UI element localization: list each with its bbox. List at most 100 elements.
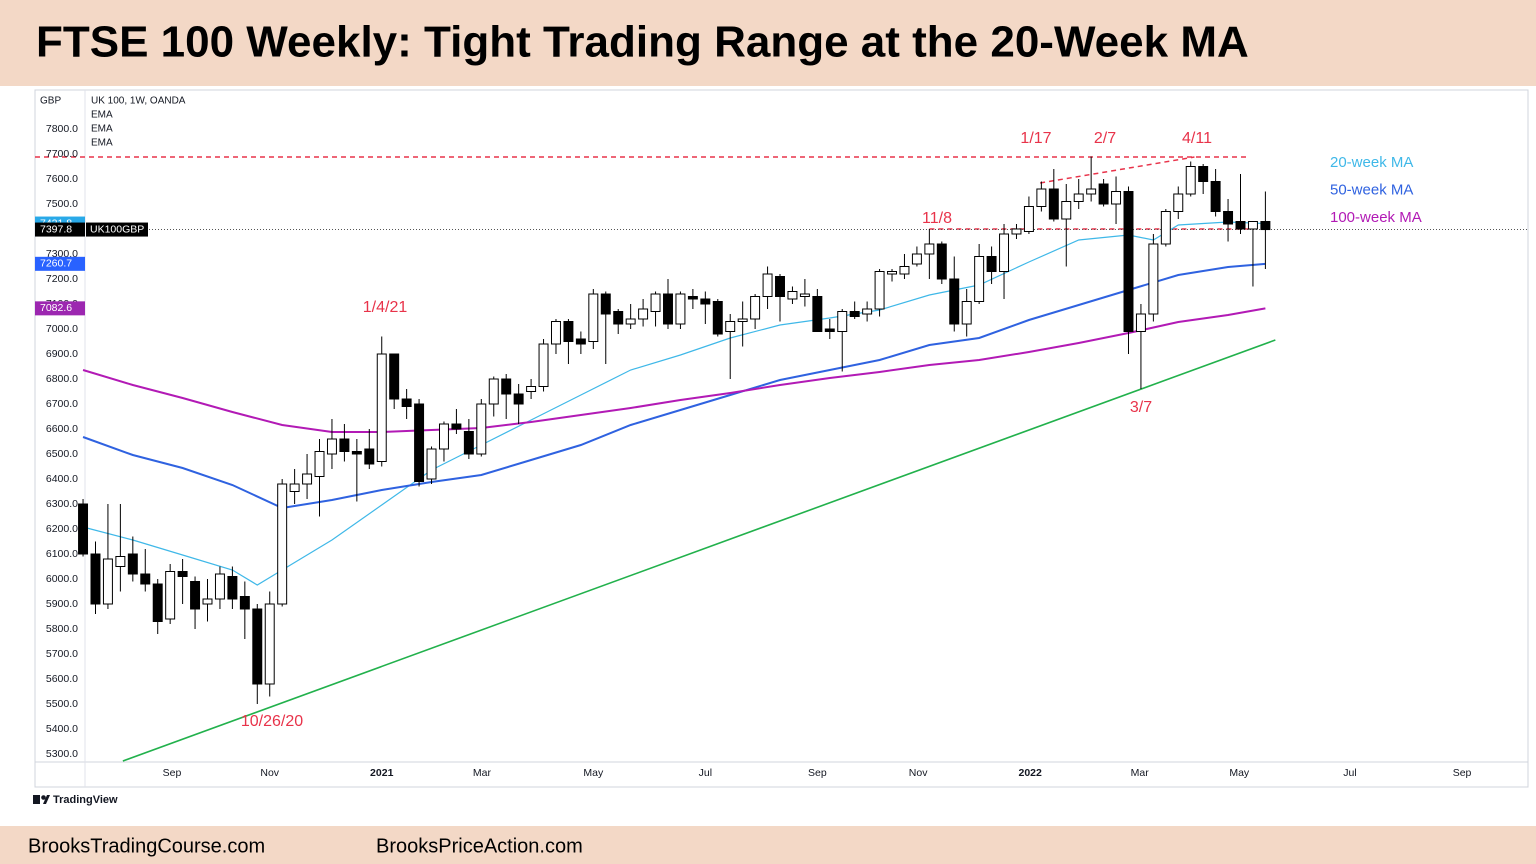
annotation: 4/11	[1182, 130, 1212, 147]
candle-body	[165, 571, 176, 620]
candle-body	[625, 318, 636, 325]
tradingview-logo	[33, 795, 50, 804]
x-tick-label: Nov	[909, 767, 928, 779]
y-tick-label: 7200.0	[46, 273, 78, 285]
candle-body	[837, 311, 848, 332]
candle-body	[1098, 183, 1109, 205]
candle-body	[551, 321, 561, 345]
candle-body	[924, 243, 935, 255]
footer-band	[0, 826, 1536, 864]
candle-body	[376, 353, 387, 462]
candle-body	[663, 293, 673, 325]
x-tick-label: May	[1229, 767, 1250, 779]
y-tick-label: 6500.0	[46, 448, 78, 460]
candle-body	[90, 553, 101, 605]
candle-body	[389, 353, 400, 400]
candle-body	[1073, 193, 1084, 202]
candle-body	[501, 378, 512, 395]
candle-body	[513, 393, 524, 405]
symbol-tag-box	[86, 222, 148, 237]
candle-body	[575, 338, 586, 345]
candle-body	[438, 423, 449, 450]
candle-body	[824, 328, 835, 332]
price-label-box	[35, 256, 85, 271]
footer-link[interactable]: BrooksPriceAction.com	[376, 835, 583, 857]
candle-body	[899, 266, 910, 275]
y-tick-label: 5900.0	[46, 598, 78, 610]
candle-body	[1048, 188, 1059, 220]
candle-body	[78, 503, 89, 555]
annotation: 3/7	[1130, 399, 1152, 416]
y-tick-label: 5400.0	[46, 723, 78, 735]
candle-body	[414, 403, 425, 482]
candle-body	[326, 438, 337, 455]
symbol-info: UK 100, 1W, OANDA	[91, 96, 186, 107]
annotation: 1/17	[1020, 130, 1051, 147]
axis-unit: GBP	[40, 96, 61, 107]
candle-body	[1173, 193, 1184, 212]
candle-body	[1135, 313, 1146, 332]
y-tick-label: 6200.0	[46, 523, 78, 535]
x-tick-label: Jul	[1343, 767, 1356, 779]
annotation: 1/4/21	[363, 299, 408, 316]
x-tick-label: Sep	[163, 767, 182, 779]
y-tick-label: 6900.0	[46, 348, 78, 360]
y-tick-label: 6300.0	[46, 498, 78, 510]
candle-body	[214, 573, 225, 600]
y-tick-label: 6600.0	[46, 423, 78, 435]
y-tick-label: 5300.0	[46, 748, 78, 760]
candle-body	[351, 451, 362, 455]
candle-body	[339, 438, 350, 452]
price-label-box	[35, 222, 85, 237]
candle-body	[650, 293, 661, 312]
candle-body	[750, 296, 761, 320]
indicator: EMA	[91, 138, 113, 149]
candle-body	[999, 233, 1010, 272]
x-tick-label: Sep	[1453, 767, 1472, 779]
price-label: 7082.6	[40, 302, 72, 314]
candle-body	[1223, 211, 1234, 225]
candle-body	[252, 608, 263, 685]
candle-body	[775, 276, 785, 297]
y-tick-label: 6100.0	[46, 548, 78, 560]
candle-body	[264, 603, 275, 685]
y-tick-label: 7600.0	[46, 173, 78, 185]
candle-body	[1061, 201, 1072, 220]
candle-body	[152, 583, 163, 622]
candle-body	[849, 311, 860, 317]
candle-body	[426, 448, 437, 480]
candle-body	[538, 343, 549, 387]
candle-body	[1123, 191, 1134, 332]
y-tick-label: 6800.0	[46, 373, 78, 385]
x-tick-label: May	[583, 767, 604, 779]
candle-body	[961, 301, 972, 325]
candle-body	[177, 571, 188, 577]
chart-panel	[34, 89, 1529, 788]
moving-average	[82, 307, 1266, 433]
x-tick-label: Nov	[260, 767, 279, 779]
trendline	[122, 339, 1276, 762]
candle-body	[463, 431, 474, 455]
candle-body	[302, 473, 313, 485]
candle-body	[949, 278, 960, 325]
y-tick-label: 7000.0	[46, 323, 78, 335]
candle-body	[613, 311, 624, 325]
y-tick-label: 6000.0	[46, 573, 78, 585]
x-tick-label: 2022	[1018, 767, 1042, 779]
y-tick-label: 6400.0	[46, 473, 78, 485]
candle-body	[1260, 221, 1271, 231]
candle-body	[974, 256, 985, 302]
candle-body	[862, 308, 873, 315]
candle-body	[526, 386, 537, 392]
candle-body	[563, 321, 574, 342]
y-tick-label: 5800.0	[46, 623, 78, 635]
candle-body	[239, 596, 250, 610]
footer-link[interactable]: BrooksTradingCourse.com	[28, 835, 265, 857]
x-tick-label: 2021	[370, 767, 394, 779]
legend-entry: 50-week MA	[1330, 181, 1413, 198]
page-title: FTSE 100 Weekly: Tight Trading Range at …	[36, 18, 1249, 67]
annotation: 11/8	[922, 210, 952, 227]
candle-body	[1235, 221, 1246, 230]
candle-body	[588, 293, 599, 342]
